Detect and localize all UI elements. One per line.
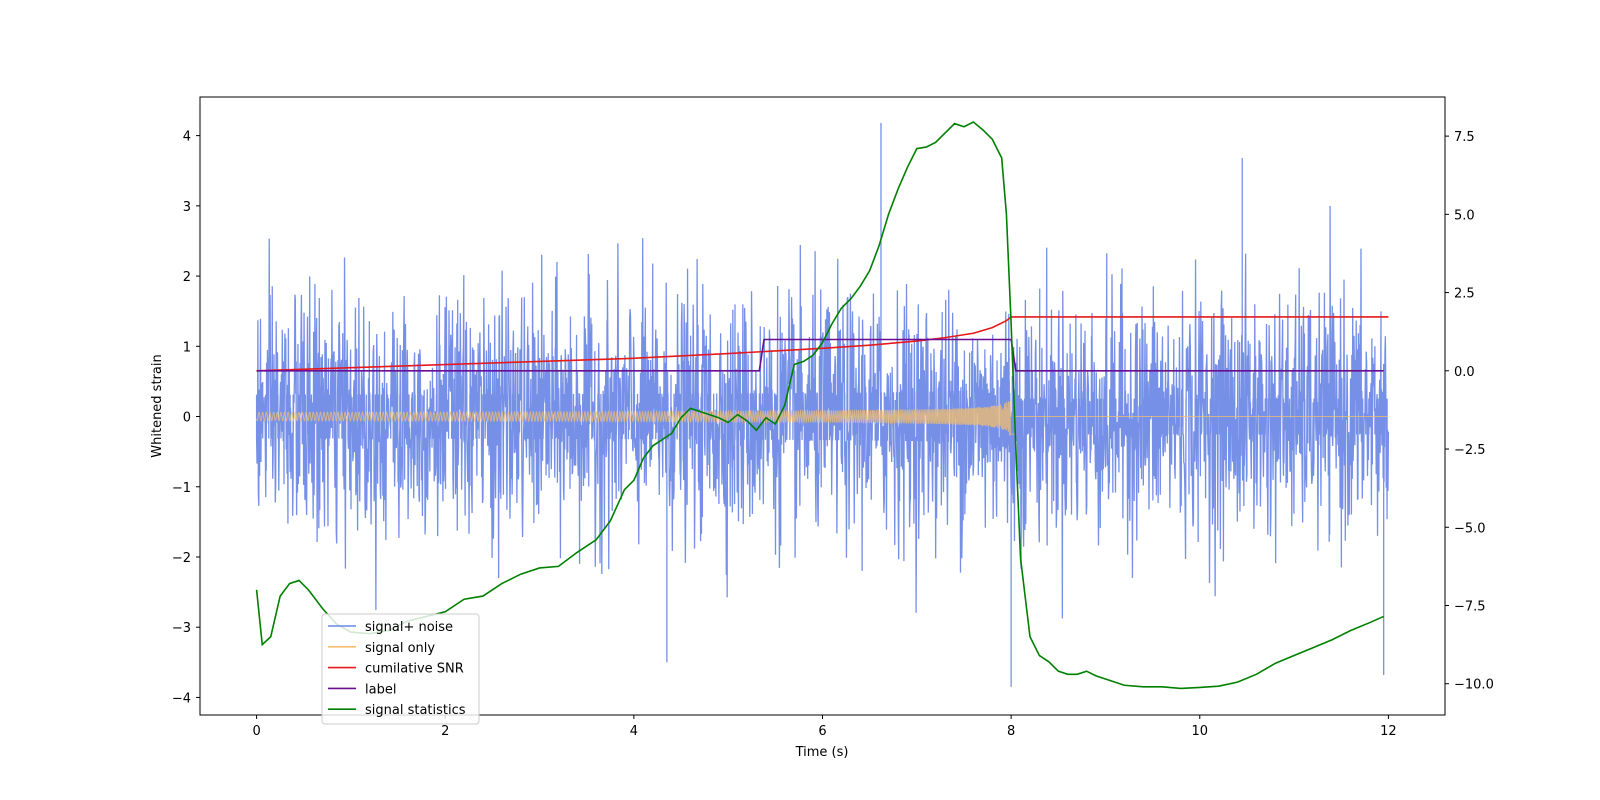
y-axis-label: Whitened strain xyxy=(150,354,165,457)
legend: signal+ noise signal only cumilative SNR la… xyxy=(321,613,480,725)
y-tick-label: 2 xyxy=(183,270,191,285)
legend-label-label: label xyxy=(365,682,396,697)
y-tick-label: 3 xyxy=(183,200,191,215)
x-axis-label: Time (s) xyxy=(795,745,849,760)
legend-box xyxy=(321,613,480,725)
series-layer xyxy=(255,121,1390,690)
x-tick-label: 2 xyxy=(441,724,449,739)
x-tick-label: 10 xyxy=(1191,724,1208,739)
y-tick-label: −1 xyxy=(172,481,191,496)
x-tick-label: 0 xyxy=(252,724,260,739)
legend-label-signal-only: signal only xyxy=(365,641,435,656)
series-signal-noise xyxy=(255,122,1390,687)
y-tick-label: −4 xyxy=(172,691,191,706)
x-tick-label: 6 xyxy=(818,724,826,739)
x-tick-label: 4 xyxy=(630,724,638,739)
y2-tick-label: 7.5 xyxy=(1454,130,1475,145)
y2-tick-label: −2.5 xyxy=(1454,443,1486,458)
series-signal-statistics xyxy=(255,121,1385,690)
y-tick-label: −3 xyxy=(172,621,191,636)
y2-tick-label: 5.0 xyxy=(1454,208,1475,223)
series-signal-only xyxy=(256,401,1389,436)
y-tick-label: 0 xyxy=(183,411,191,426)
y2-tick-label: 2.5 xyxy=(1454,287,1475,302)
y2-tick-label: −7.5 xyxy=(1454,599,1486,614)
y2-tick-label: −5.0 xyxy=(1454,521,1486,536)
series-label xyxy=(256,338,1384,372)
x-tick-label: 8 xyxy=(1007,724,1015,739)
axes-layer: 0 2 4 6 8 10 12−4−3−2−101234−10.0−7.5−5.0−2.50… xyxy=(172,130,1494,739)
legend-label-signal-statistics: signal statistics xyxy=(365,703,466,718)
y-tick-label: −2 xyxy=(172,551,191,566)
legend-label-cumilative-snr: cumilative SNR xyxy=(365,662,464,677)
x-tick-label: 12 xyxy=(1380,724,1397,739)
y-tick-label: 4 xyxy=(183,130,191,145)
legend-label-signal-noise: signal+ noise xyxy=(365,620,453,635)
series-cumilative-snr xyxy=(256,316,1389,372)
y2-tick-label: −10.0 xyxy=(1454,678,1494,693)
y2-tick-label: 0.0 xyxy=(1454,365,1475,380)
y-tick-label: 1 xyxy=(183,340,191,355)
